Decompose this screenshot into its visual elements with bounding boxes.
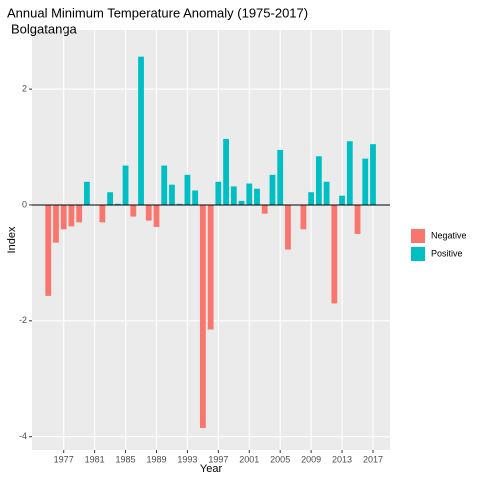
- bar: [269, 174, 276, 205]
- bar: [68, 204, 75, 227]
- x-tick-label: 2017: [363, 454, 383, 464]
- bar: [300, 204, 307, 230]
- bar: [114, 203, 121, 205]
- x-tick-label: 2005: [270, 454, 290, 464]
- y-tick-label: 2: [22, 83, 27, 93]
- legend-swatch: [411, 247, 425, 261]
- x-tick-label: 2009: [301, 454, 321, 464]
- x-axis-label: Year: [200, 463, 223, 475]
- bar: [261, 204, 268, 214]
- bar: [285, 204, 291, 250]
- y-tick-label: 0: [22, 199, 27, 209]
- bar: [138, 56, 144, 205]
- bar: [362, 158, 369, 205]
- bar: [153, 204, 160, 227]
- x-tick-label: 1985: [116, 454, 136, 464]
- x-tick-label: 1993: [177, 454, 197, 464]
- x-tick-label: 2001: [239, 454, 259, 464]
- y-tick-label: -4: [19, 431, 27, 441]
- x-tick-label: 1989: [146, 454, 166, 464]
- bar: [107, 192, 113, 205]
- chart-subtitle: Bolgatanga: [11, 21, 78, 36]
- bar: [339, 195, 345, 205]
- y-axis-label: Index: [6, 226, 18, 253]
- bar: [277, 149, 284, 205]
- bar: [45, 204, 52, 296]
- bar: [130, 204, 137, 217]
- bar: [60, 204, 67, 230]
- bar: [331, 204, 338, 304]
- bar: [354, 204, 361, 234]
- bar: [83, 181, 90, 205]
- bar: [230, 186, 237, 205]
- x-tick-label: 1977: [54, 454, 74, 464]
- legend-label: Positive: [431, 248, 463, 258]
- x-tick-label: 1981: [85, 454, 105, 464]
- bar: [161, 165, 168, 205]
- bar: [315, 156, 322, 205]
- bar: [169, 184, 175, 205]
- chart-title: Annual Minimum Temperature Anomaly (1975…: [7, 5, 308, 20]
- bar: [145, 204, 152, 221]
- bar: [238, 200, 245, 205]
- legend-swatch: [411, 229, 425, 243]
- bar: [184, 174, 191, 205]
- x-tick-label: 2013: [332, 454, 352, 464]
- bar: [223, 138, 229, 205]
- bar: [215, 181, 222, 205]
- bar: [246, 183, 253, 205]
- bar: [207, 204, 214, 330]
- bar: [76, 204, 83, 223]
- y-tick-label: -2: [19, 315, 27, 325]
- legend-label: Negative: [431, 230, 467, 240]
- bar: [346, 141, 353, 205]
- bar: [122, 165, 129, 205]
- bar: [176, 203, 183, 205]
- bar: [370, 144, 376, 205]
- bar: [254, 188, 260, 205]
- bar: [53, 204, 59, 243]
- bar: [323, 181, 330, 205]
- bar: [99, 204, 106, 223]
- bar: [199, 204, 206, 428]
- x-tick-label: 1997: [208, 454, 228, 464]
- bar: [308, 192, 315, 205]
- bar: [192, 190, 199, 205]
